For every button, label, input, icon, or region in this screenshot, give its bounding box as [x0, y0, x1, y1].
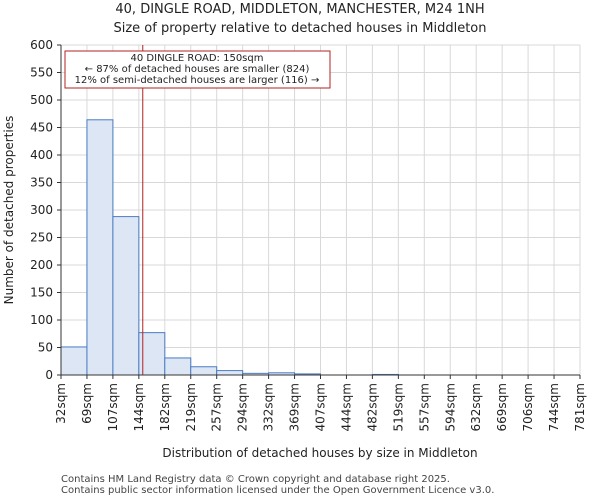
- bar-257sqm: [216, 370, 244, 376]
- y-tick-label-100: 100: [30, 313, 53, 327]
- y-tick-label-300: 300: [30, 203, 53, 217]
- annotation-frame: [64, 50, 331, 89]
- x-tick-label-219sqm: 219sqm: [184, 383, 198, 431]
- annotation-line-1: 40 DINGLE ROAD: 150sqm: [131, 53, 264, 64]
- x-tick-label-69sqm: 69sqm: [80, 383, 94, 424]
- chart-title: 40, DINGLE ROAD, MIDDLETON, MANCHESTER, …: [115, 2, 484, 17]
- annotation-box: 40 DINGLE ROAD: 150sqm ← 87% of detached…: [64, 50, 331, 89]
- x-tick-labels: 32sqm 69sqm 107sqm 144sqm 182sqm 219sqm 257sqm…: [54, 375, 587, 431]
- chart-subtitle: Size of property relative to detached ho…: [113, 21, 486, 36]
- x-tick-label-632sqm: 632sqm: [469, 383, 483, 431]
- annotation-line-3: 12% of semi-detached houses are larger (…: [75, 75, 320, 86]
- footer-line-2: Contains public sector information licen…: [61, 485, 495, 496]
- x-tick-label-332sqm: 332sqm: [262, 383, 276, 431]
- histogram-chart: 40, DINGLE ROAD, MIDDLETON, MANCHESTER, …: [2, 2, 587, 460]
- x-tick-label-781sqm: 781sqm: [573, 383, 587, 431]
- footer-line-1: Contains HM Land Registry data © Crown c…: [61, 474, 450, 485]
- bars: [60, 119, 399, 376]
- x-tick-label-107sqm: 107sqm: [106, 383, 120, 431]
- y-tick-label-150: 150: [30, 286, 53, 300]
- x-tick-label-407sqm: 407sqm: [314, 383, 328, 431]
- x-tick-label-669sqm: 669sqm: [495, 383, 509, 431]
- y-tick-label-50: 50: [38, 341, 53, 355]
- y-tick-label-550: 550: [30, 66, 53, 80]
- bar-69sqm: [86, 119, 114, 376]
- x-tick-label-744sqm: 744sqm: [547, 383, 561, 431]
- x-tick-label-294sqm: 294sqm: [236, 383, 250, 431]
- y-tick-label-350: 350: [30, 176, 53, 190]
- x-tick-label-32sqm: 32sqm: [54, 383, 68, 424]
- y-tick-label-250: 250: [30, 231, 53, 245]
- x-tick-label-369sqm: 369sqm: [288, 383, 302, 431]
- x-tick-label-519sqm: 519sqm: [391, 383, 405, 431]
- y-tick-label-450: 450: [30, 121, 53, 135]
- bar-107sqm: [112, 216, 140, 376]
- y-tick-label-600: 600: [30, 38, 53, 52]
- x-tick-label-144sqm: 144sqm: [132, 383, 146, 431]
- y-tick-labels: 0 50 100 150 200 250 300 350 400 450 500 550 600: [30, 38, 61, 382]
- y-tick-label-0: 0: [45, 368, 53, 382]
- x-axis-label: Distribution of detached houses by size …: [162, 446, 477, 460]
- annotation-line-2: ← 87% of detached houses are smaller (82…: [85, 64, 310, 75]
- x-tick-label-444sqm: 444sqm: [339, 383, 353, 431]
- y-tick-label-500: 500: [30, 93, 53, 107]
- y-tick-label-400: 400: [30, 148, 53, 162]
- y-axis-label: Number of detached properties: [2, 116, 16, 305]
- x-tick-label-182sqm: 182sqm: [158, 383, 172, 431]
- bar-219sqm: [190, 366, 218, 376]
- x-tick-label-706sqm: 706sqm: [521, 383, 535, 431]
- x-tick-label-594sqm: 594sqm: [443, 383, 457, 431]
- x-tick-label-482sqm: 482sqm: [365, 383, 379, 431]
- x-tick-label-257sqm: 257sqm: [210, 383, 224, 431]
- y-tick-label-200: 200: [30, 258, 53, 272]
- bar-182sqm: [164, 357, 192, 376]
- x-tick-label-557sqm: 557sqm: [417, 383, 431, 431]
- bar-32sqm: [60, 346, 88, 376]
